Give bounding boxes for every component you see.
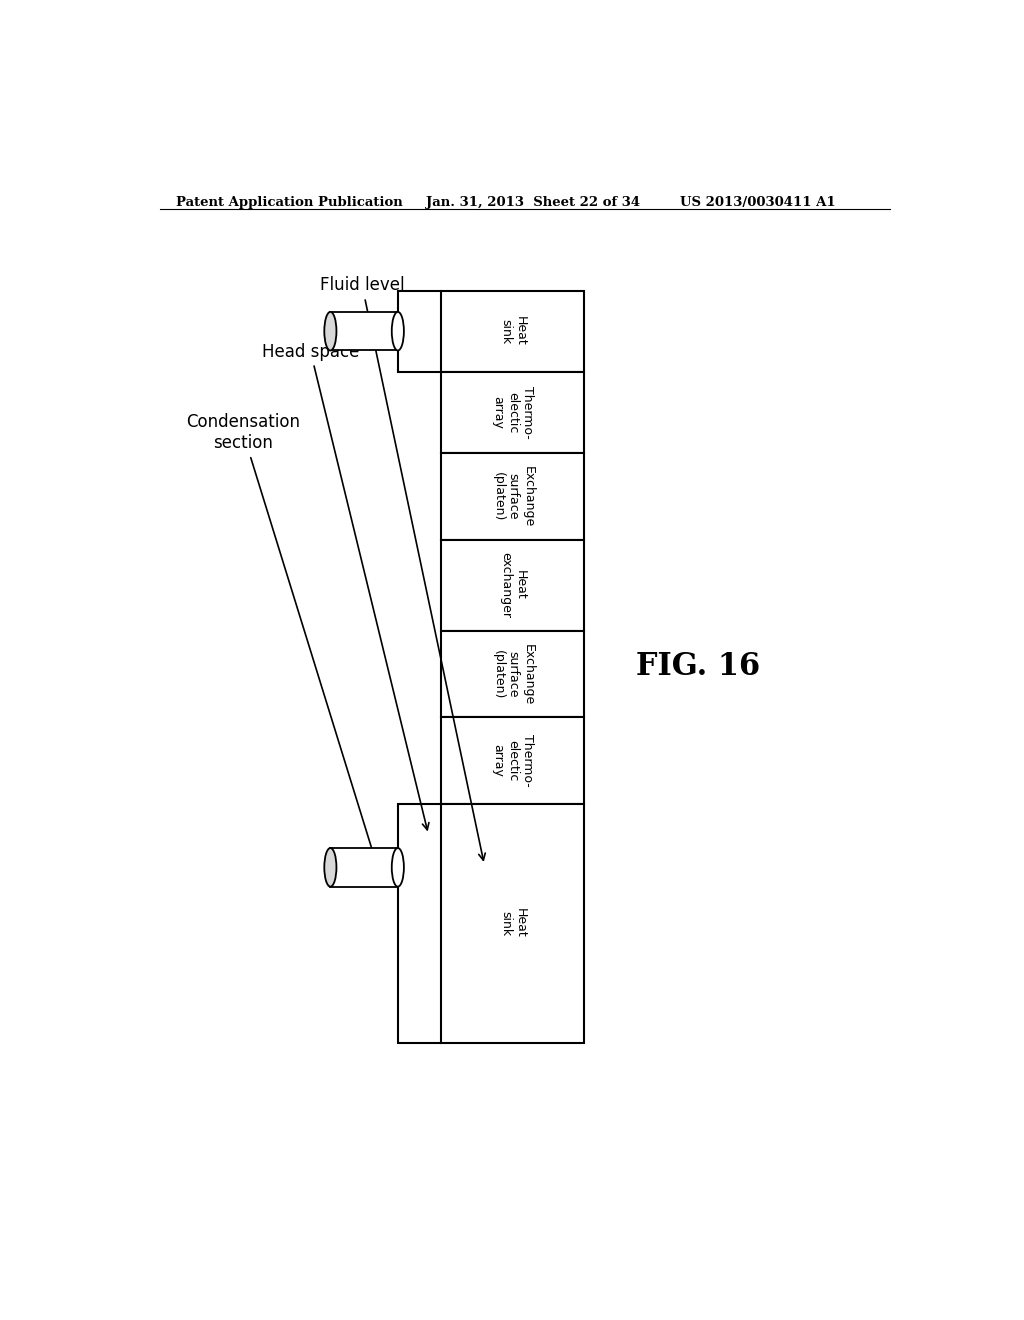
Text: Exchange
surface
(platen): Exchange surface (platen) <box>492 466 535 527</box>
Bar <box>441 540 585 631</box>
Text: Exchange
surface
(platen): Exchange surface (platen) <box>492 644 535 705</box>
Bar <box>441 631 585 718</box>
Bar <box>441 453 585 540</box>
Text: Fluid level: Fluid level <box>319 276 485 861</box>
Bar <box>441 372 585 453</box>
Text: Heat
sink: Heat sink <box>499 317 527 346</box>
Text: Heat
exchanger: Heat exchanger <box>499 552 527 618</box>
Text: Condensation
section: Condensation section <box>186 413 378 863</box>
Ellipse shape <box>392 847 403 887</box>
Text: Thermo-
electic
array: Thermo- electic array <box>492 387 535 438</box>
Text: Heat
sink: Heat sink <box>499 908 527 939</box>
Bar <box>397 804 585 1043</box>
Text: US 2013/0030411 A1: US 2013/0030411 A1 <box>680 195 836 209</box>
Text: Thermo-
electic
array: Thermo- electic array <box>492 734 535 787</box>
Bar <box>331 312 398 351</box>
Text: FIG. 16: FIG. 16 <box>636 651 760 682</box>
Bar <box>397 290 585 372</box>
Ellipse shape <box>392 312 403 351</box>
Ellipse shape <box>325 847 337 887</box>
Text: Jan. 31, 2013  Sheet 22 of 34: Jan. 31, 2013 Sheet 22 of 34 <box>426 195 640 209</box>
Text: Head space: Head space <box>262 342 429 830</box>
Text: Patent Application Publication: Patent Application Publication <box>176 195 402 209</box>
Ellipse shape <box>325 312 337 351</box>
Bar <box>441 718 585 804</box>
Bar <box>331 847 398 887</box>
